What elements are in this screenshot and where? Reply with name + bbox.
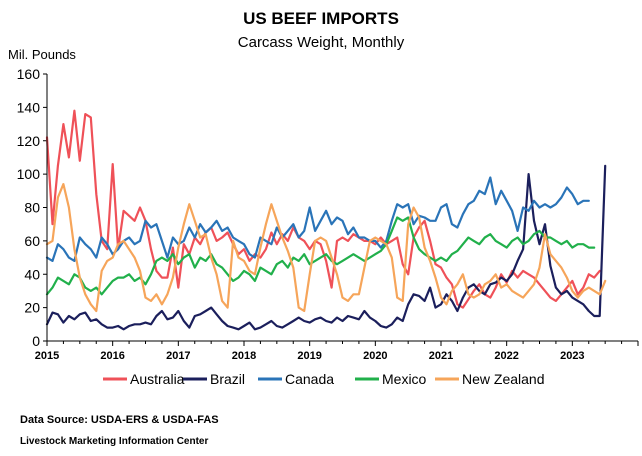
legend-label-mexico: Mexico bbox=[382, 371, 427, 387]
y-tick-label: 160 bbox=[17, 66, 41, 82]
y-tick-label: 40 bbox=[24, 266, 40, 282]
x-tick-label: 2016 bbox=[100, 350, 124, 362]
x-tick-label: 2021 bbox=[429, 350, 453, 362]
organization-credit: Livestock Marketing Information Center bbox=[20, 436, 209, 447]
legend-label-canada: Canada bbox=[285, 371, 334, 387]
x-tick-label: 2018 bbox=[232, 350, 256, 362]
y-tick-label: 80 bbox=[24, 200, 40, 216]
x-tick-label: 2022 bbox=[494, 350, 518, 362]
y-tick-label: 100 bbox=[17, 166, 41, 182]
x-axis-ticks: 2015 2016 2017 2018 2019 2020 2021 2022 2023 bbox=[35, 341, 639, 362]
series-line-new-zealand bbox=[45, 183, 607, 313]
y-tick-label: 60 bbox=[24, 233, 40, 249]
x-tick-label: 2017 bbox=[166, 350, 190, 362]
chart-title: US BEEF IMPORTS bbox=[243, 9, 399, 28]
data-source-note: Data Source: USDA-ERS & USDA-FAS bbox=[20, 414, 219, 426]
y-tick-label: 140 bbox=[17, 99, 41, 115]
x-tick-label: 2015 bbox=[35, 350, 59, 362]
y-axis-ticks: 0 20 40 60 80 100 120 140 160 bbox=[17, 66, 47, 349]
x-tick-label: 2023 bbox=[560, 350, 584, 362]
legend-label-new-zealand: New Zealand bbox=[462, 371, 545, 387]
x-tick-label: 2020 bbox=[363, 350, 387, 362]
legend-label-brazil: Brazil bbox=[210, 371, 245, 387]
chart-subtitle: Carcass Weight, Monthly bbox=[238, 34, 405, 51]
series-line-australia bbox=[45, 109, 601, 309]
legend-label-australia: Australia bbox=[130, 371, 185, 387]
y-tick-label: 20 bbox=[24, 300, 40, 316]
y-tick-label: 0 bbox=[32, 333, 40, 349]
chart-legend: Australia Brazil Canada Mexico New Zealand bbox=[103, 371, 545, 387]
series-line-brazil bbox=[45, 164, 607, 331]
series-lines bbox=[45, 109, 607, 331]
x-tick-label: 2019 bbox=[297, 350, 321, 362]
series-line-canada bbox=[45, 176, 590, 262]
y-tick-label: 120 bbox=[17, 133, 41, 149]
series-line-mexico bbox=[45, 216, 596, 296]
y-axis-label: Mil. Pounds bbox=[8, 47, 76, 62]
